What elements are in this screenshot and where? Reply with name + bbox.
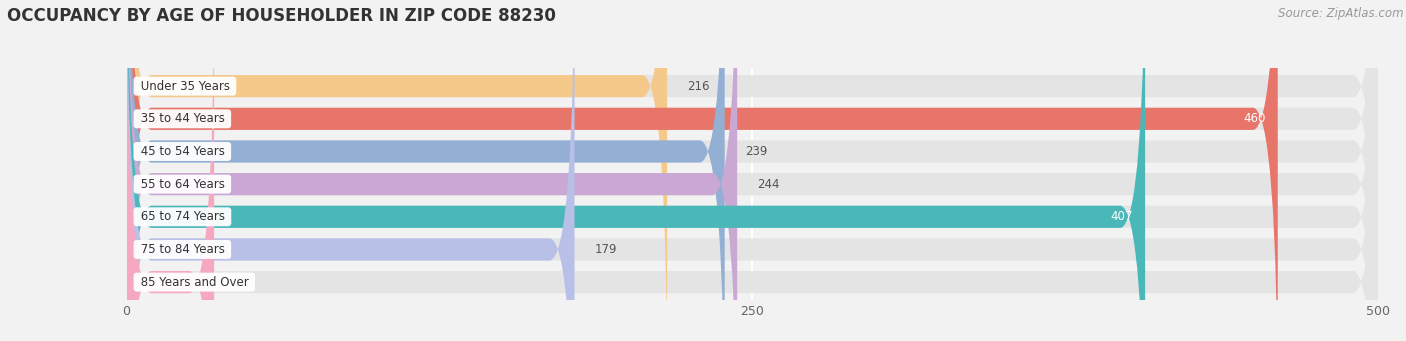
FancyBboxPatch shape bbox=[127, 0, 214, 341]
FancyBboxPatch shape bbox=[127, 0, 1378, 341]
Text: 85 Years and Over: 85 Years and Over bbox=[136, 276, 252, 288]
Text: 239: 239 bbox=[745, 145, 768, 158]
Text: 407: 407 bbox=[1111, 210, 1133, 223]
FancyBboxPatch shape bbox=[127, 0, 1378, 341]
Text: Under 35 Years: Under 35 Years bbox=[136, 80, 233, 93]
Text: 35 to 44 Years: 35 to 44 Years bbox=[136, 112, 228, 125]
FancyBboxPatch shape bbox=[127, 0, 1378, 341]
Text: OCCUPANCY BY AGE OF HOUSEHOLDER IN ZIP CODE 88230: OCCUPANCY BY AGE OF HOUSEHOLDER IN ZIP C… bbox=[7, 7, 555, 25]
Text: 45 to 54 Years: 45 to 54 Years bbox=[136, 145, 228, 158]
FancyBboxPatch shape bbox=[127, 0, 737, 341]
FancyBboxPatch shape bbox=[127, 0, 1378, 341]
FancyBboxPatch shape bbox=[127, 0, 724, 341]
Text: 216: 216 bbox=[688, 80, 710, 93]
FancyBboxPatch shape bbox=[127, 0, 575, 341]
Text: 460: 460 bbox=[1243, 112, 1265, 125]
Text: 179: 179 bbox=[595, 243, 617, 256]
Text: 244: 244 bbox=[758, 178, 780, 191]
FancyBboxPatch shape bbox=[127, 0, 1378, 341]
Text: 65 to 74 Years: 65 to 74 Years bbox=[136, 210, 228, 223]
FancyBboxPatch shape bbox=[127, 0, 1378, 341]
Text: 75 to 84 Years: 75 to 84 Years bbox=[136, 243, 228, 256]
FancyBboxPatch shape bbox=[127, 0, 666, 341]
FancyBboxPatch shape bbox=[127, 0, 1378, 341]
Text: Source: ZipAtlas.com: Source: ZipAtlas.com bbox=[1278, 7, 1403, 20]
FancyBboxPatch shape bbox=[127, 0, 1144, 341]
FancyBboxPatch shape bbox=[127, 0, 1278, 341]
Text: 35: 35 bbox=[235, 276, 249, 288]
Text: 55 to 64 Years: 55 to 64 Years bbox=[136, 178, 228, 191]
